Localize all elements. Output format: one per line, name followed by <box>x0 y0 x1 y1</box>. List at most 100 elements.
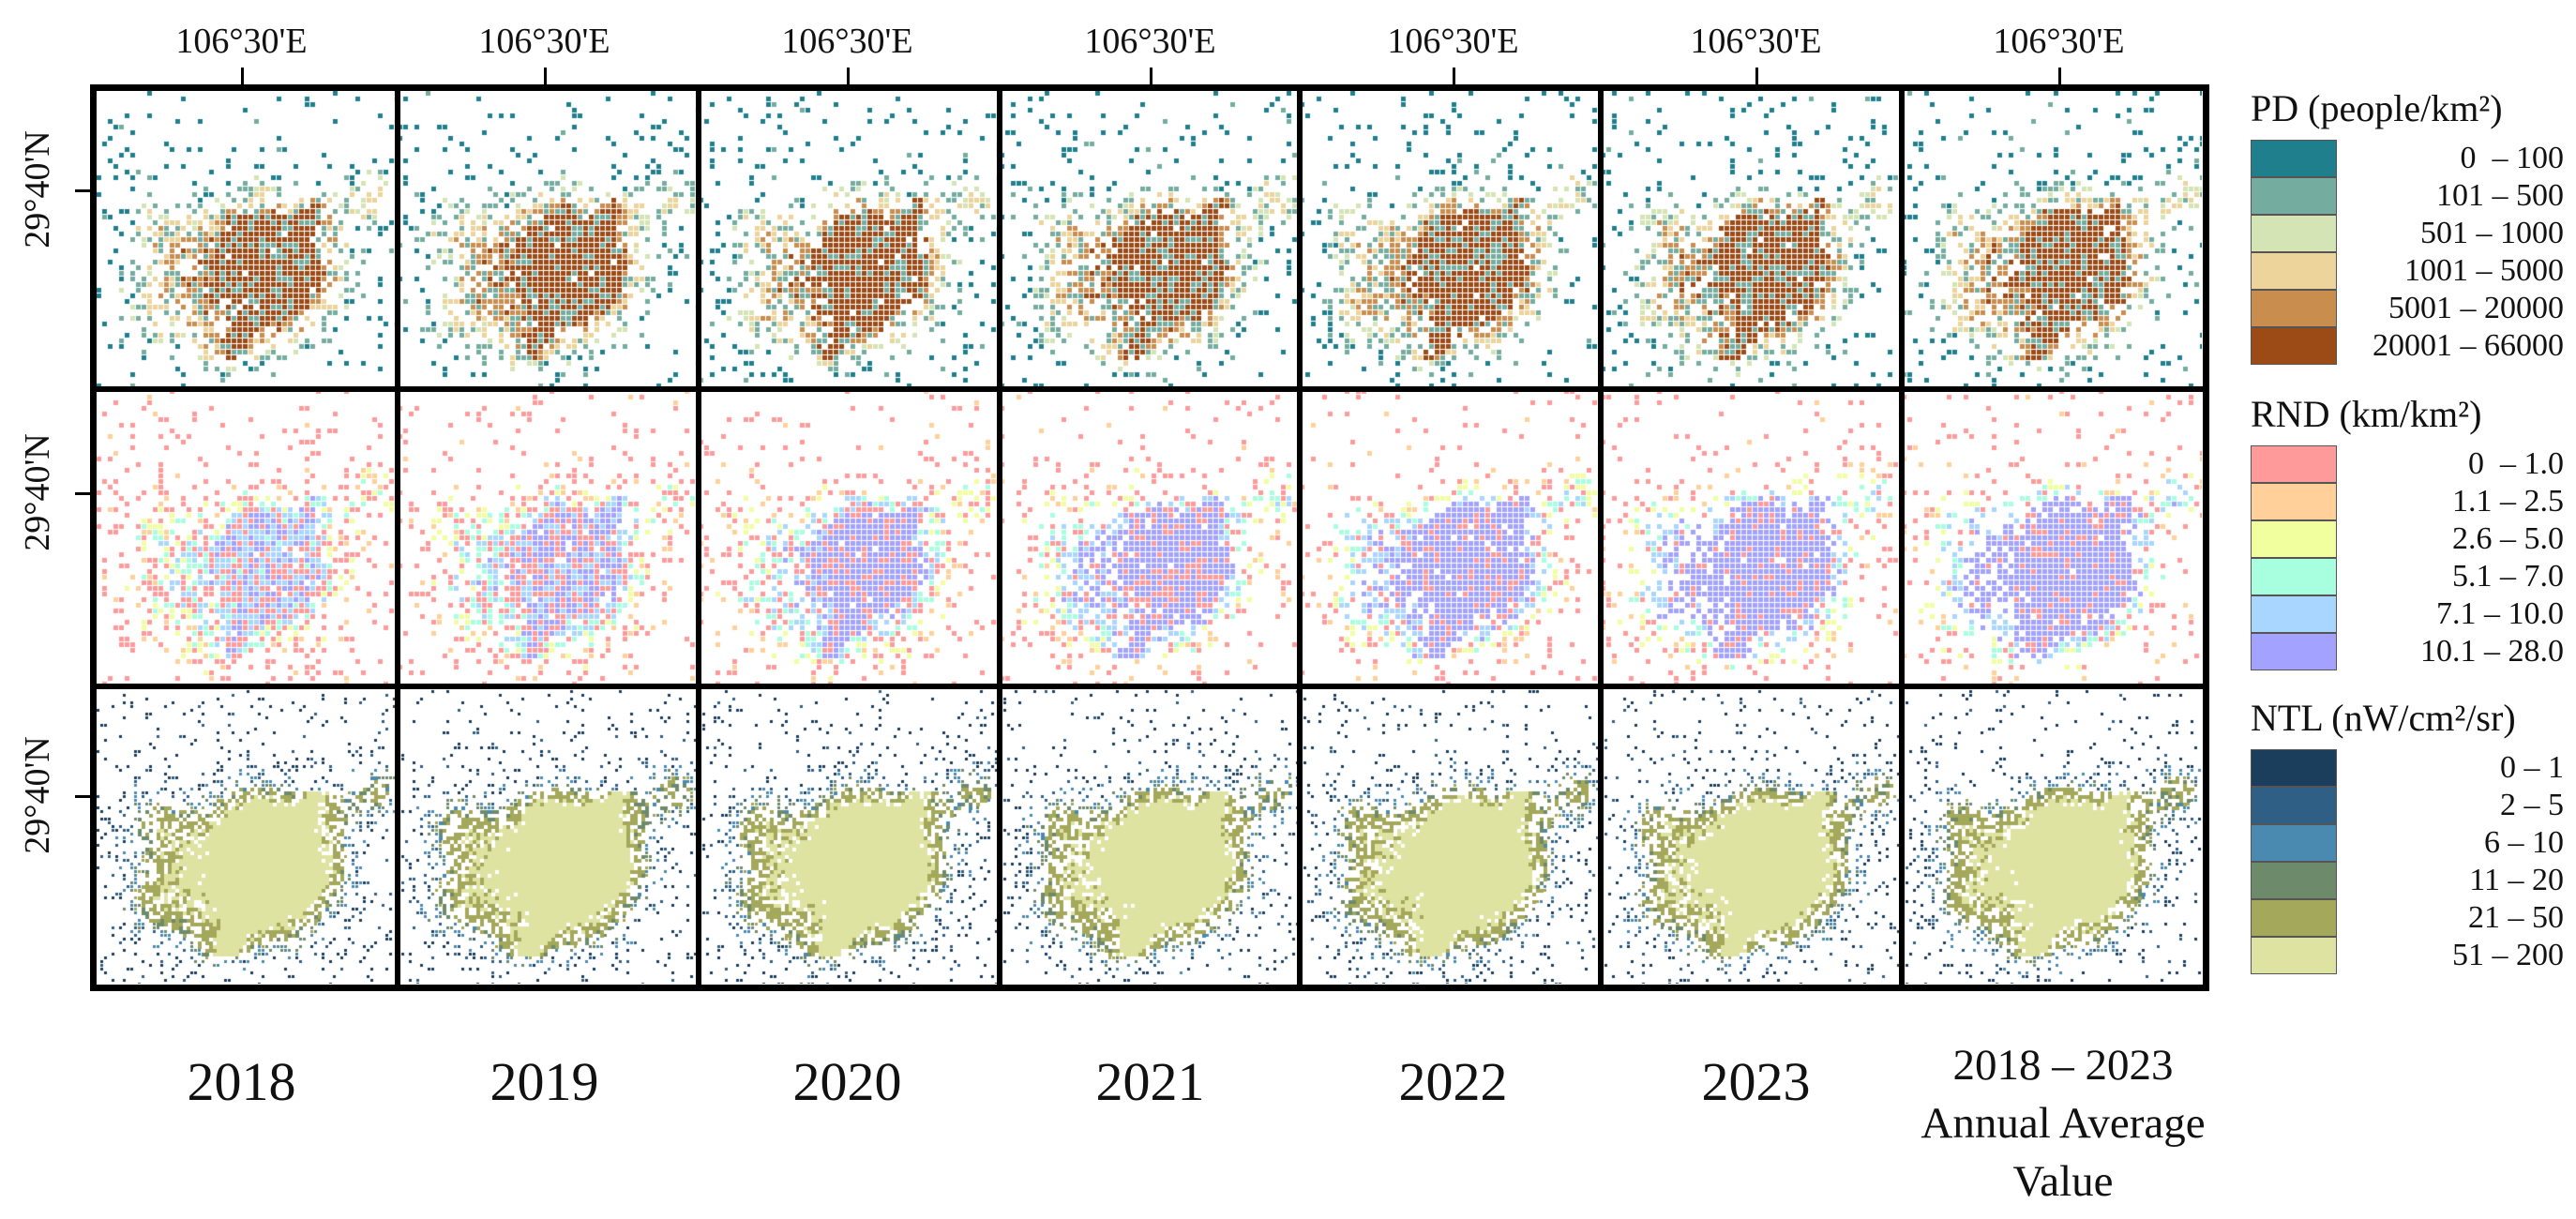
latitude-tick <box>75 188 90 192</box>
year-label-2023: 2023 <box>1701 1051 1811 1112</box>
map-panel-rnd-2018 <box>97 388 398 687</box>
legend-swatch <box>2251 749 2337 787</box>
legend-range-label: 0 – 100 <box>2460 141 2565 175</box>
map-panel-ntl-2023 <box>1601 686 1903 985</box>
legend-range-label: 51 – 200 <box>2452 938 2564 972</box>
latitude-tick <box>75 794 90 798</box>
legend-pd: PD (people/km²) 0 – 100 101 – 500 501 – 10… <box>2251 86 2569 365</box>
longitude-label: 106°30'E <box>1993 22 2125 61</box>
panel-divider-vertical <box>1598 91 1604 985</box>
legend-swatch <box>2251 252 2337 290</box>
legend-range-label: 2 – 5 <box>2500 788 2564 822</box>
map-panel-pd-average <box>1902 91 2203 389</box>
map-raster <box>698 388 999 686</box>
year-label-2018: 2018 <box>187 1051 296 1112</box>
legend-range-label: 7.1 – 10.0 <box>2436 596 2564 631</box>
legend-range-label: 1.1 – 2.5 <box>2452 484 2564 519</box>
map-panel-rnd-2020 <box>698 388 1000 687</box>
map-raster <box>1902 388 2203 686</box>
map-raster <box>1601 91 1902 388</box>
longitude-label: 106°30'E <box>175 22 308 61</box>
legend-range-label: 20001 – 66000 <box>2373 328 2564 363</box>
map-panel-ntl-2020 <box>698 686 1000 985</box>
map-raster <box>1902 91 2203 388</box>
longitude-tick <box>1452 68 1455 84</box>
legend-item-pd: 1001 – 5000 <box>2251 252 2569 290</box>
map-panel-pd-2023 <box>1601 91 1903 389</box>
legend-item-pd: 5001 – 20000 <box>2251 290 2569 327</box>
legend-swatch <box>2251 520 2337 558</box>
legend-title-ntl: NTL (nW/cm²/sr) <box>2251 697 2516 739</box>
legend-item-ntl: 51 – 200 <box>2251 937 2569 974</box>
legend-swatch <box>2251 140 2337 177</box>
legend-swatch <box>2251 177 2337 215</box>
legend-range-label: 1001 – 5000 <box>2404 253 2564 288</box>
map-raster <box>397 686 698 985</box>
legend-swatch <box>2251 633 2337 670</box>
longitude-tick <box>240 68 244 84</box>
legend-range-label: 501 – 1000 <box>2420 216 2564 250</box>
longitude-tick <box>1149 68 1152 84</box>
map-panel-rnd-2021 <box>999 388 1301 687</box>
legend-rnd: RND (km/km²) 0 – 1.0 1.1 – 2.5 2.6 – 5.0 5.… <box>2251 392 2569 670</box>
legend-range-label: 21 – 50 <box>2468 900 2564 935</box>
longitude-label: 106°30'E <box>1084 22 1216 61</box>
map-raster <box>1601 388 1902 686</box>
map-raster <box>1300 686 1601 985</box>
map-raster <box>397 388 698 686</box>
longitude-tick <box>543 68 547 84</box>
map-raster <box>698 686 999 985</box>
legend-item-rnd: 2.6 – 5.0 <box>2251 520 2569 558</box>
legend-swatch <box>2251 595 2337 633</box>
legend-item-ntl: 6 – 10 <box>2251 824 2569 862</box>
longitude-label: 106°30'E <box>1690 22 1822 61</box>
legend-item-pd: 0 – 100 <box>2251 140 2569 177</box>
panel-divider-vertical <box>1899 91 1906 985</box>
legend-swatch <box>2251 483 2337 520</box>
latitude-tick <box>75 491 90 495</box>
legend-range-label: 5001 – 20000 <box>2388 291 2564 325</box>
latitude-label: 29°40'N <box>18 432 57 551</box>
map-raster <box>999 388 1300 686</box>
map-raster <box>698 91 999 388</box>
map-panel-pd-2019 <box>397 91 699 389</box>
legend-swatch <box>2251 824 2337 862</box>
panel-divider-vertical <box>394 91 400 985</box>
longitude-label: 106°30'E <box>478 22 610 61</box>
legend-item-pd: 101 – 500 <box>2251 177 2569 215</box>
map-panel-rnd-2022 <box>1300 388 1602 687</box>
longitude-tick <box>2057 68 2061 84</box>
latitude-label: 29°40'N <box>18 129 57 248</box>
legend-swatch <box>2251 445 2337 483</box>
map-raster <box>1601 686 1902 985</box>
year-label-2021: 2021 <box>1095 1051 1205 1112</box>
map-panel-rnd-average <box>1902 388 2203 687</box>
map-panel-ntl-2019 <box>397 686 699 985</box>
latitude-label: 29°40'N <box>18 735 57 854</box>
legend-range-label: 10.1 – 28.0 <box>2420 634 2564 669</box>
legend-item-rnd: 5.1 – 7.0 <box>2251 558 2569 595</box>
average-label-line-1: 2018 – 2023 <box>1952 1041 2174 1090</box>
legend-range-label: 2.6 – 5.0 <box>2452 521 2564 556</box>
legend-swatch <box>2251 862 2337 899</box>
legend-swatch <box>2251 899 2337 937</box>
average-column-label: 2018 – 2023 Annual Average Value <box>1913 1036 2213 1211</box>
map-panel-rnd-2019 <box>397 388 699 687</box>
legend-range-label: 5.1 – 7.0 <box>2452 559 2564 594</box>
year-label-2019: 2019 <box>490 1051 599 1112</box>
legend-range-label: 101 – 500 <box>2436 178 2564 213</box>
legend-range-label: 11 – 20 <box>2469 863 2564 897</box>
year-label-2020: 2020 <box>792 1051 902 1112</box>
legend-swatch <box>2251 327 2337 365</box>
legend-range-label: 0 – 1.0 <box>2468 446 2564 481</box>
legend-swatch <box>2251 787 2337 824</box>
map-panel-pd-2020 <box>698 91 1000 389</box>
map-grid <box>90 84 2209 991</box>
legend-item-ntl: 21 – 50 <box>2251 899 2569 937</box>
panel-divider-vertical <box>996 91 1002 985</box>
map-raster <box>97 91 397 388</box>
map-raster <box>999 91 1300 388</box>
map-panel-ntl-2022 <box>1300 686 1602 985</box>
map-raster <box>999 686 1300 985</box>
